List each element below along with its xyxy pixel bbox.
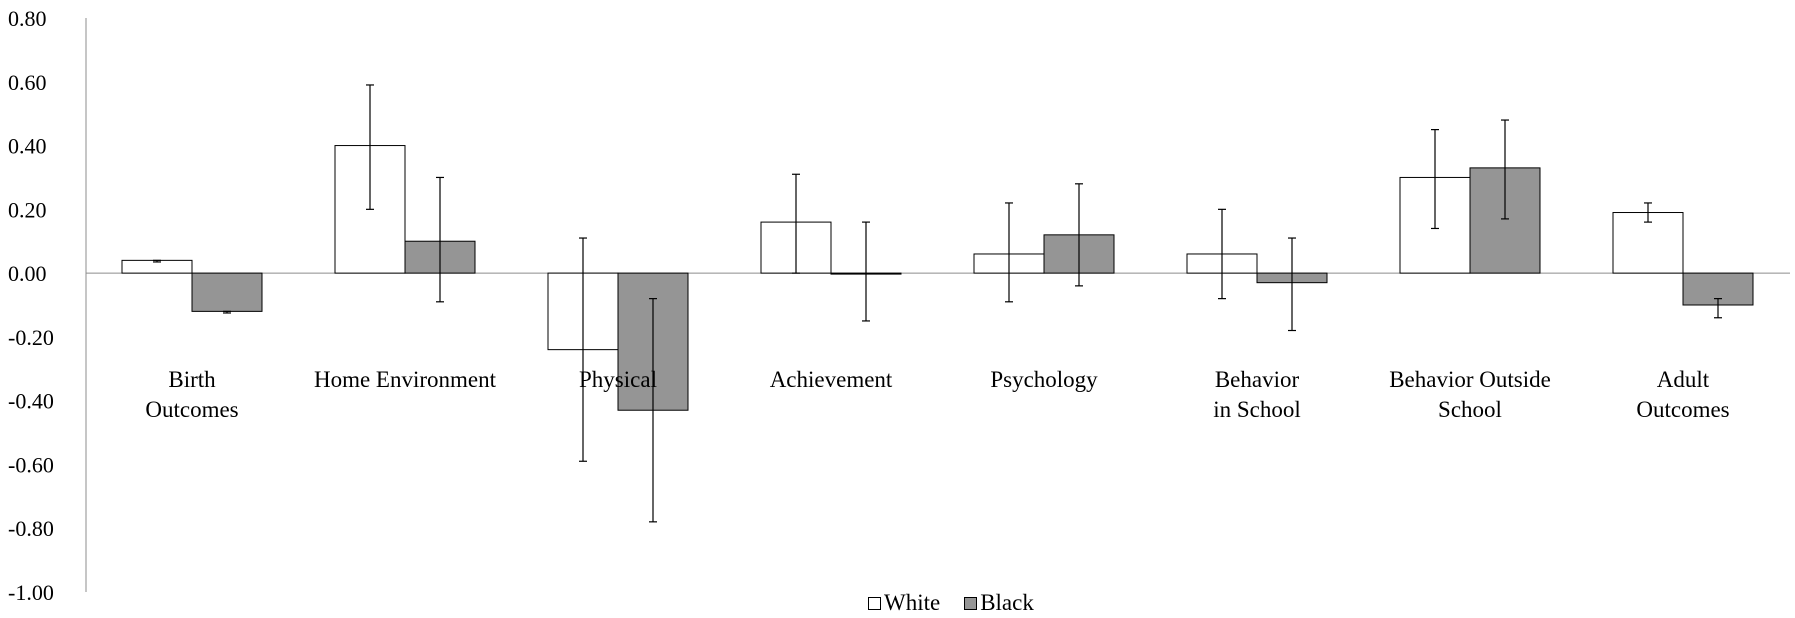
category-label: Psychology	[990, 367, 1098, 392]
legend-item-black: Black	[964, 590, 1034, 616]
category-label: Physical	[579, 367, 657, 392]
y-tick-label: -0.80	[8, 516, 54, 541]
legend-swatch	[868, 596, 881, 610]
bar-black	[191, 272, 263, 312]
category-label: Achievement	[770, 367, 893, 392]
y-tick-label: -0.40	[8, 389, 54, 414]
y-tick-label: 0.80	[8, 6, 47, 31]
y-tick-label: -1.00	[8, 580, 54, 605]
category-label: in School	[1213, 397, 1301, 422]
category-label: Home Environment	[314, 367, 497, 392]
y-tick-label: 0.20	[8, 197, 47, 222]
y-tick-label: -0.20	[8, 325, 54, 350]
y-tick-label: -0.60	[8, 452, 54, 477]
legend-label: Black	[980, 590, 1034, 615]
y-tick-label: 0.00	[8, 261, 47, 286]
category-label: Birth	[168, 367, 216, 392]
legend-item-white: White	[868, 590, 940, 616]
category-label: Outcomes	[1636, 397, 1729, 422]
category-label: Behavior	[1215, 367, 1300, 392]
legend-swatch	[964, 596, 978, 610]
y-tick-label: 0.40	[8, 134, 47, 159]
legend-label: White	[884, 590, 941, 615]
y-tick-label: 0.60	[8, 70, 47, 95]
category-label: Adult	[1657, 367, 1710, 392]
chart-legend: White Black	[868, 590, 1058, 616]
category-label: Behavior Outside	[1389, 367, 1551, 392]
category-label: Outcomes	[145, 397, 238, 422]
category-label: School	[1438, 397, 1502, 422]
